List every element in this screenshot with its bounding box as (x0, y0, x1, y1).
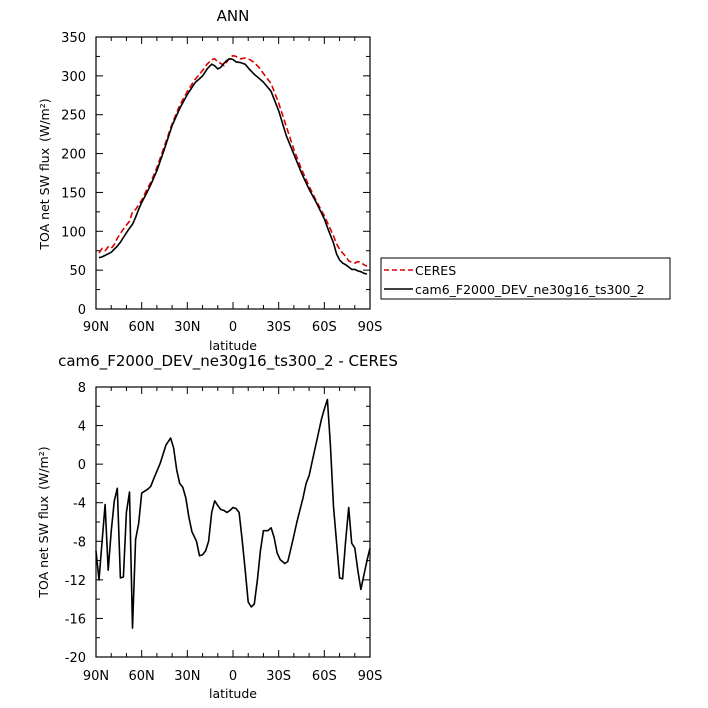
bottom-chart-title: cam6_F2000_DEV_ne30g16_ts300_2 - CERES (58, 352, 398, 371)
top-x-tick-label: 0 (229, 320, 237, 335)
top-y-tick-label: 0 (78, 303, 86, 318)
bottom-series-line-model (95, 398, 371, 629)
bottom-y-tick-label: -20 (65, 651, 86, 666)
bottom-x-tick-label: 30N (174, 669, 200, 684)
legend-box (380, 257, 671, 300)
top-x-tick-label: 60N (129, 320, 155, 335)
bottom-y-axis-label-text: TOA net SW flux (36, 496, 51, 599)
bottom-y-tick-label: -8 (73, 535, 86, 550)
bottom-x-tick-label: 60N (129, 669, 155, 684)
legend: CERES cam6_F2000_DEV_ne30g16_ts300_2 (380, 257, 671, 300)
top-series (98, 54, 368, 275)
bottom-y-axis-label: TOA net SW flux (W/m²) (36, 446, 51, 598)
bottom-panel: cam6_F2000_DEV_ne30g16_ts300_2 - CERES l… (36, 352, 398, 701)
top-y-tick-label: 100 (61, 225, 86, 240)
bottom-y-tick-label: -4 (73, 497, 86, 512)
top-x-tick-label: 30S (266, 320, 291, 335)
top-panel: ANN latitude TOA net SW flux (W/m²) 90N 60… (37, 7, 671, 353)
top-y-axis-label-unit: (W/m²) (37, 98, 52, 142)
bottom-ticks: 90N 60N 30N 0 30S 60S 90S -20 -16 -12 -8 -4 0 4 8 (65, 381, 383, 684)
top-series-line-ceres (98, 54, 368, 268)
bottom-x-tick-label: 0 (229, 669, 237, 684)
bottom-y-tick-label: -16 (65, 612, 86, 627)
bottom-y-tick-label: 0 (78, 458, 86, 473)
bottom-x-tick-label: 60S (312, 669, 337, 684)
bottom-x-axis-label: latitude (209, 686, 257, 701)
top-y-tick-label: 150 (61, 186, 86, 201)
top-y-tick-label: 50 (69, 264, 86, 279)
bottom-y-tick-label: 8 (78, 381, 86, 396)
bottom-y-axis-label-unit: (W/m²) (36, 446, 51, 490)
bottom-x-tick-label: 90N (83, 669, 109, 684)
bottom-x-tick-label: 30S (266, 669, 291, 684)
top-plot-frame (95, 36, 371, 310)
top-ticks: 90N 60N 30N 0 30S 60S 90S 0 50 100 150 200 250 300 350 (61, 31, 382, 335)
top-x-axis-label: latitude (209, 338, 257, 353)
top-x-tick-label: 30N (174, 320, 200, 335)
top-y-tick-label: 200 (61, 148, 86, 163)
legend-label-ceres: CERES (415, 263, 456, 278)
legend-label-model: cam6_F2000_DEV_ne30g16_ts300_2 (415, 282, 645, 297)
top-y-tick-label: 350 (61, 31, 86, 46)
top-y-tick-label: 300 (61, 70, 86, 85)
top-x-tick-label: 90N (83, 320, 109, 335)
bottom-y-tick-label: -12 (65, 574, 86, 589)
top-x-tick-label: 90S (358, 320, 383, 335)
top-y-axis-label-text: TOA net SW flux (37, 148, 52, 251)
top-chart-title: ANN (217, 7, 250, 25)
top-series-line-model (98, 57, 368, 275)
bottom-series (95, 398, 371, 629)
bottom-plot-frame (95, 386, 371, 658)
top-y-tick-label: 250 (61, 109, 86, 124)
top-y-axis-label: TOA net SW flux (W/m²) (37, 98, 52, 250)
top-x-tick-label: 60S (312, 320, 337, 335)
bottom-y-tick-label: 4 (78, 420, 86, 435)
bottom-x-tick-label: 90S (358, 669, 383, 684)
